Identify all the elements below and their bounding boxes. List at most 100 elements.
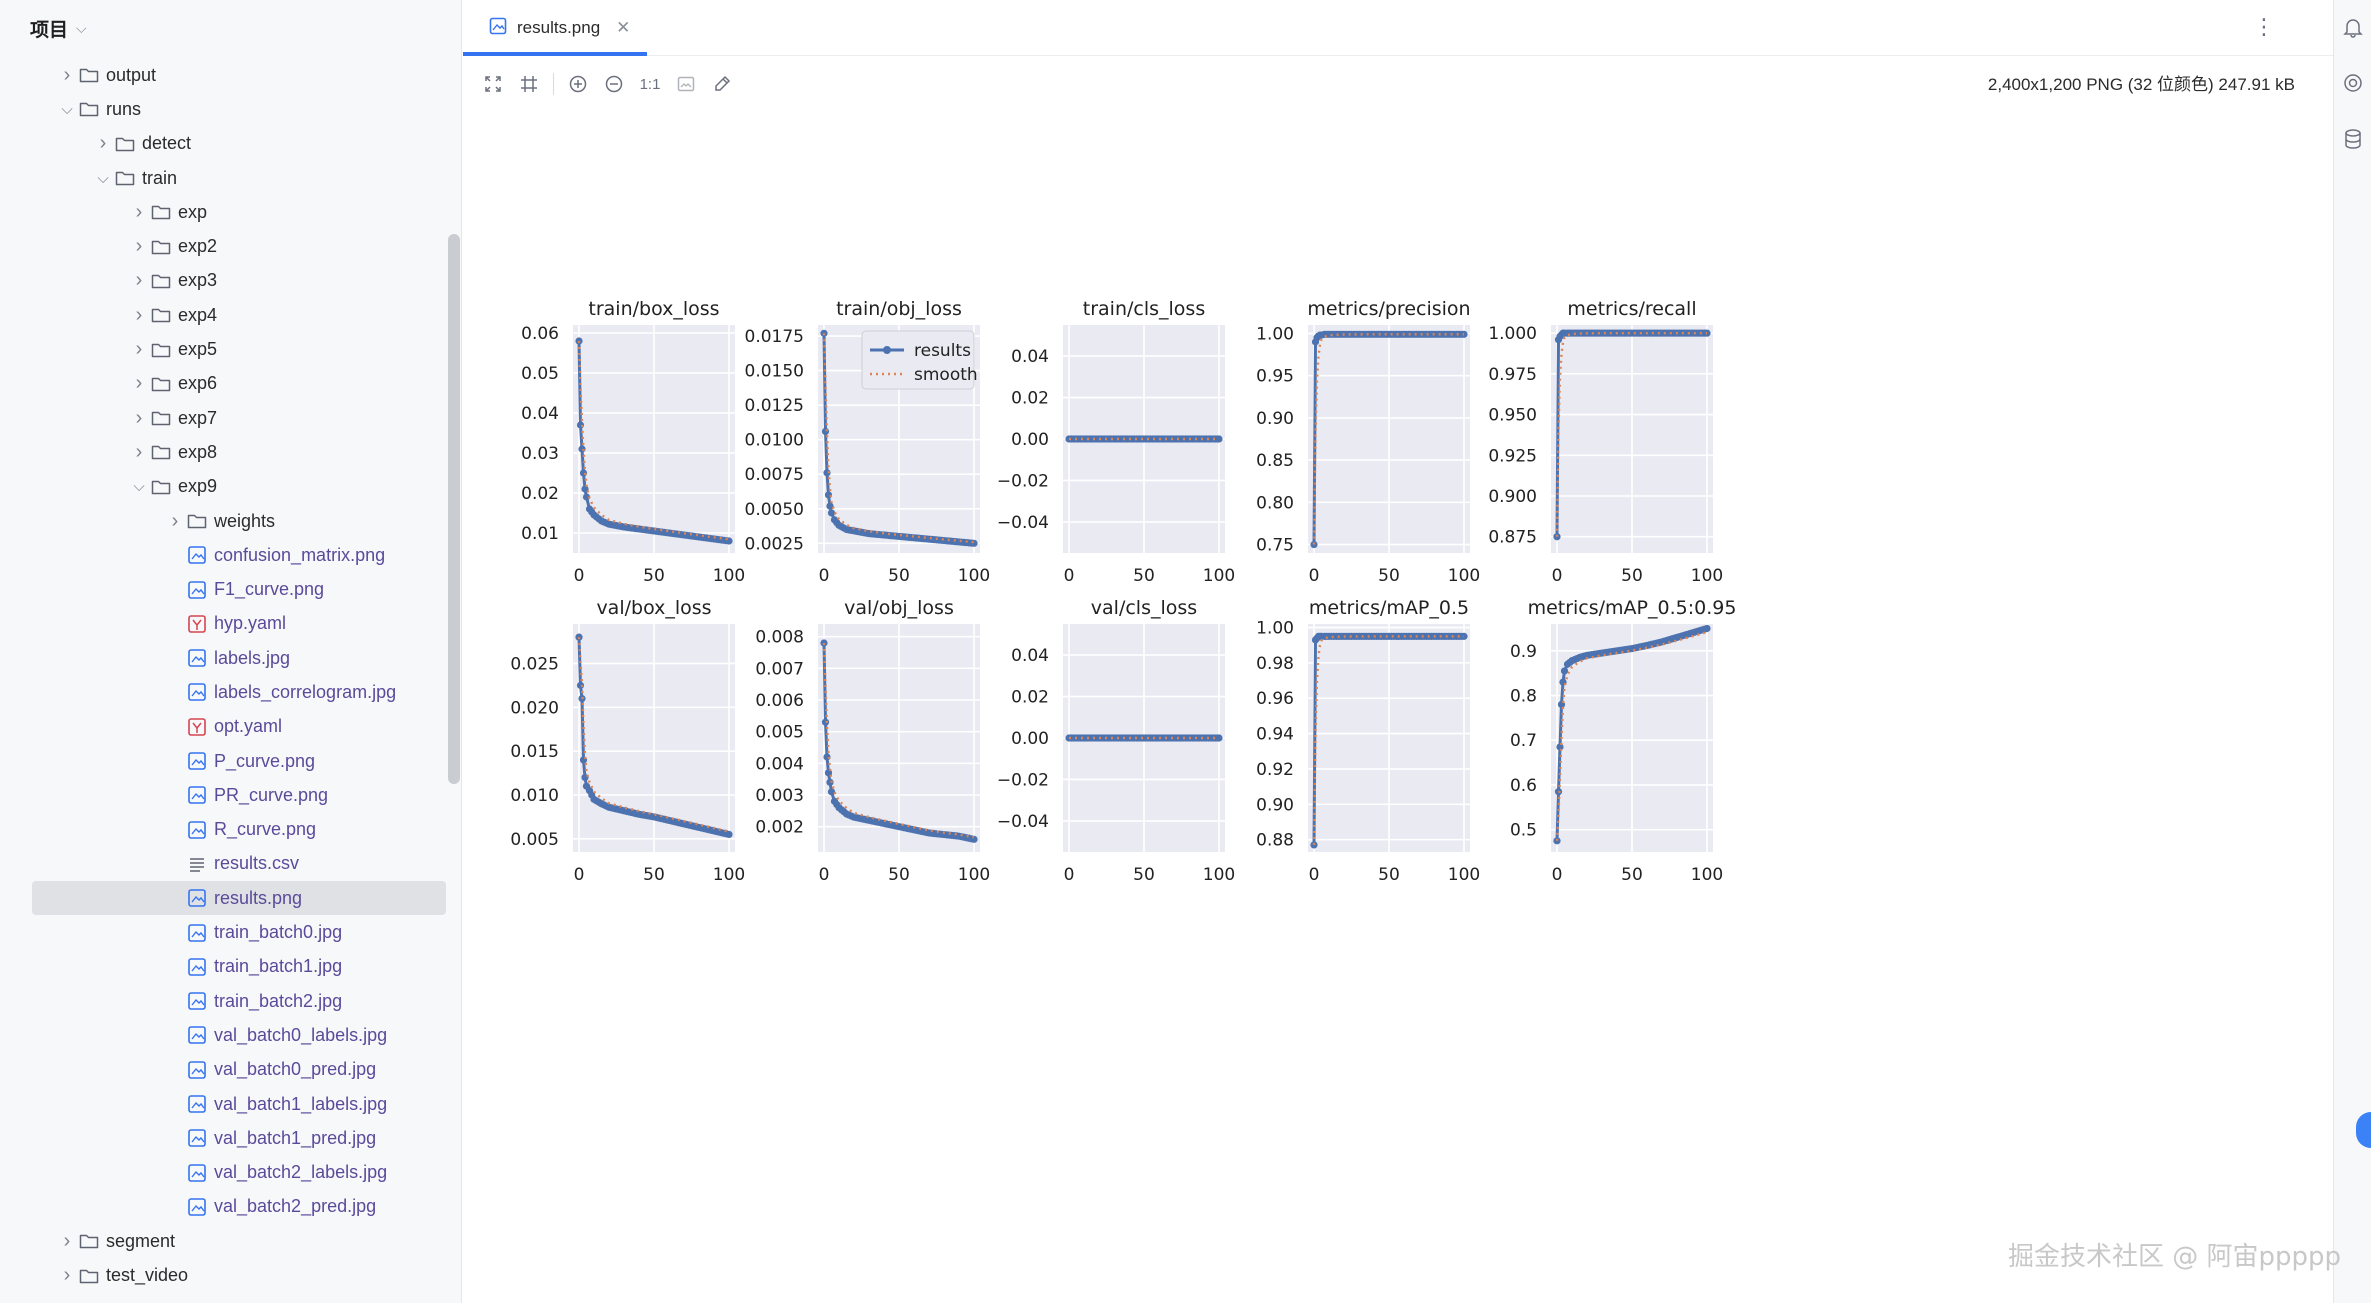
tree-file[interactable]: train_batch0.jpg <box>0 915 446 949</box>
chevron-right-icon[interactable]: › <box>171 509 179 532</box>
tree-file[interactable]: labels.jpg <box>0 641 446 675</box>
image-file-icon <box>186 922 208 944</box>
tree-scrollbar[interactable] <box>448 234 460 784</box>
tree-file[interactable]: val_batch0_pred.jpg <box>0 1053 446 1087</box>
tree-item-label: labels_correlogram.jpg <box>214 681 397 702</box>
folder-icon <box>114 133 136 155</box>
y-tick-label: 0.94 <box>1256 725 1294 745</box>
tree-folder[interactable]: › segment <box>0 1224 446 1258</box>
tree-folder[interactable]: › exp8 <box>0 435 446 469</box>
chevron-right-icon[interactable]: › <box>135 200 143 223</box>
tree-file[interactable]: results.png <box>32 881 446 916</box>
tree-folder[interactable]: › exp7 <box>0 401 446 435</box>
chevron-down-icon[interactable]: ⌵ <box>61 100 73 118</box>
chevron-right-icon[interactable]: › <box>135 406 143 429</box>
x-tick-label: 0 <box>1552 566 1563 586</box>
chevron-right-icon[interactable]: › <box>135 440 143 463</box>
tree-file[interactable]: F1_curve.png <box>0 572 446 606</box>
tree-folder[interactable]: › output <box>0 58 446 92</box>
chevron-right-icon[interactable]: › <box>135 338 143 361</box>
tree-folder[interactable]: › test_video <box>0 1258 446 1292</box>
fit-to-window-icon[interactable] <box>475 66 511 102</box>
chevron-right-icon[interactable]: › <box>135 372 143 395</box>
tree-file[interactable]: val_batch0_labels.jpg <box>0 1018 446 1052</box>
color-picker-icon[interactable] <box>704 66 740 102</box>
tree-file[interactable]: P_curve.png <box>0 744 446 778</box>
zoom-in-icon[interactable] <box>560 66 596 102</box>
y-tick-label: 0.7 <box>1510 731 1537 751</box>
chevron-down-icon[interactable]: ⌵ <box>133 478 145 496</box>
tree-folder[interactable]: › detect <box>0 127 446 161</box>
close-icon[interactable]: ✕ <box>616 18 631 37</box>
tree-folder[interactable]: › exp2 <box>0 229 446 263</box>
zoom-out-icon[interactable] <box>596 66 632 102</box>
folder-icon <box>150 270 172 292</box>
tree-file[interactable]: val_batch1_labels.jpg <box>0 1087 446 1121</box>
chevron-right-icon[interactable]: › <box>135 235 143 258</box>
tree-file[interactable]: labels_correlogram.jpg <box>0 675 446 709</box>
tree-file[interactable]: results.csv <box>0 847 446 881</box>
folder-icon <box>114 167 136 189</box>
tree-folder[interactable]: › exp6 <box>0 367 446 401</box>
image-file-icon <box>186 990 208 1012</box>
more-options-icon[interactable]: ⋮ <box>2253 14 2275 39</box>
data-point <box>821 427 830 435</box>
image-canvas[interactable]: train/box_loss 0.01 0.02 0.03 0.04 0.05 0.06 0 5… <box>463 110 2333 1303</box>
tree-folder[interactable]: › weights <box>0 504 446 538</box>
chevron-down-icon[interactable]: ⌵ <box>76 19 87 36</box>
x-tick-label: 100 <box>713 566 745 586</box>
background-icon[interactable] <box>668 66 704 102</box>
tree-file[interactable]: opt.yaml <box>0 710 446 744</box>
chevron-right-icon[interactable]: › <box>63 1264 71 1287</box>
y-tick-label: 0.88 <box>1256 831 1294 851</box>
tree-file[interactable]: val_batch1_pred.jpg <box>0 1121 446 1155</box>
tree-folder[interactable]: ⌵ exp9 <box>0 470 446 504</box>
tree-folder[interactable]: › exp3 <box>0 264 446 298</box>
x-tick-label: 0 <box>819 566 830 586</box>
tree-item-label: output <box>106 64 157 85</box>
tree-item-label: confusion_matrix.png <box>214 544 386 565</box>
y-tick-label: 0.0125 <box>745 396 804 416</box>
tree-file[interactable]: hyp.yaml <box>0 607 446 641</box>
tree-file[interactable]: train_batch2.jpg <box>0 984 446 1018</box>
chart-panel: metrics/mAP_0.5:0.95 0.5 0.6 0.7 0.8 0.9 0 50 10… <box>1510 597 1736 885</box>
y-tick-label: −0.02 <box>997 471 1049 491</box>
tree-item-label: results.png <box>214 887 303 908</box>
tree-file[interactable]: PR_curve.png <box>0 778 446 812</box>
x-tick-label: 50 <box>1621 865 1643 885</box>
tree-file[interactable]: R_curve.png <box>0 813 446 847</box>
chevron-right-icon[interactable]: › <box>63 63 71 86</box>
tree-folder[interactable]: ⌵ runs <box>0 92 446 126</box>
actual-size-button[interactable]: 1:1 <box>639 75 661 93</box>
x-tick-label: 50 <box>643 865 665 885</box>
data-point <box>826 778 834 786</box>
database-icon[interactable] <box>2342 128 2364 150</box>
chevron-right-icon[interactable]: › <box>135 303 143 326</box>
tab-results-png[interactable]: results.png ✕ <box>479 0 640 56</box>
image-file-icon <box>186 579 208 601</box>
image-file-icon <box>186 1162 208 1184</box>
y-tick-label: 0.0100 <box>745 431 804 451</box>
project-header[interactable]: 项目 ⌵ <box>0 0 462 56</box>
tree-file[interactable]: confusion_matrix.png <box>0 538 446 572</box>
tree-file[interactable]: train_batch1.jpg <box>0 950 446 984</box>
chevron-right-icon[interactable]: › <box>135 269 143 292</box>
data-point <box>824 491 833 499</box>
tree-file[interactable]: val_batch2_labels.jpg <box>0 1156 446 1190</box>
data-point <box>970 539 978 547</box>
tree-folder[interactable]: › exp <box>0 195 446 229</box>
tree-file[interactable]: val_batch2_pred.jpg <box>0 1190 446 1224</box>
floating-action-button[interactable] <box>2356 1112 2371 1148</box>
notifications-icon[interactable] <box>2342 16 2364 38</box>
tree-item-label: val_batch0_pred.jpg <box>214 1059 377 1080</box>
tree-folder[interactable]: › exp4 <box>0 298 446 332</box>
chevron-right-icon[interactable]: › <box>63 1229 71 1252</box>
tree-folder[interactable]: ⌵ train <box>0 161 446 195</box>
chart-title: metrics/precision <box>1307 298 1470 320</box>
ai-assistant-icon[interactable] <box>2342 72 2364 94</box>
grid-icon[interactable] <box>511 66 547 102</box>
tree-folder[interactable]: › exp5 <box>0 332 446 366</box>
chevron-right-icon[interactable]: › <box>99 132 107 155</box>
data-point <box>826 502 834 510</box>
chevron-down-icon[interactable]: ⌵ <box>97 169 109 187</box>
